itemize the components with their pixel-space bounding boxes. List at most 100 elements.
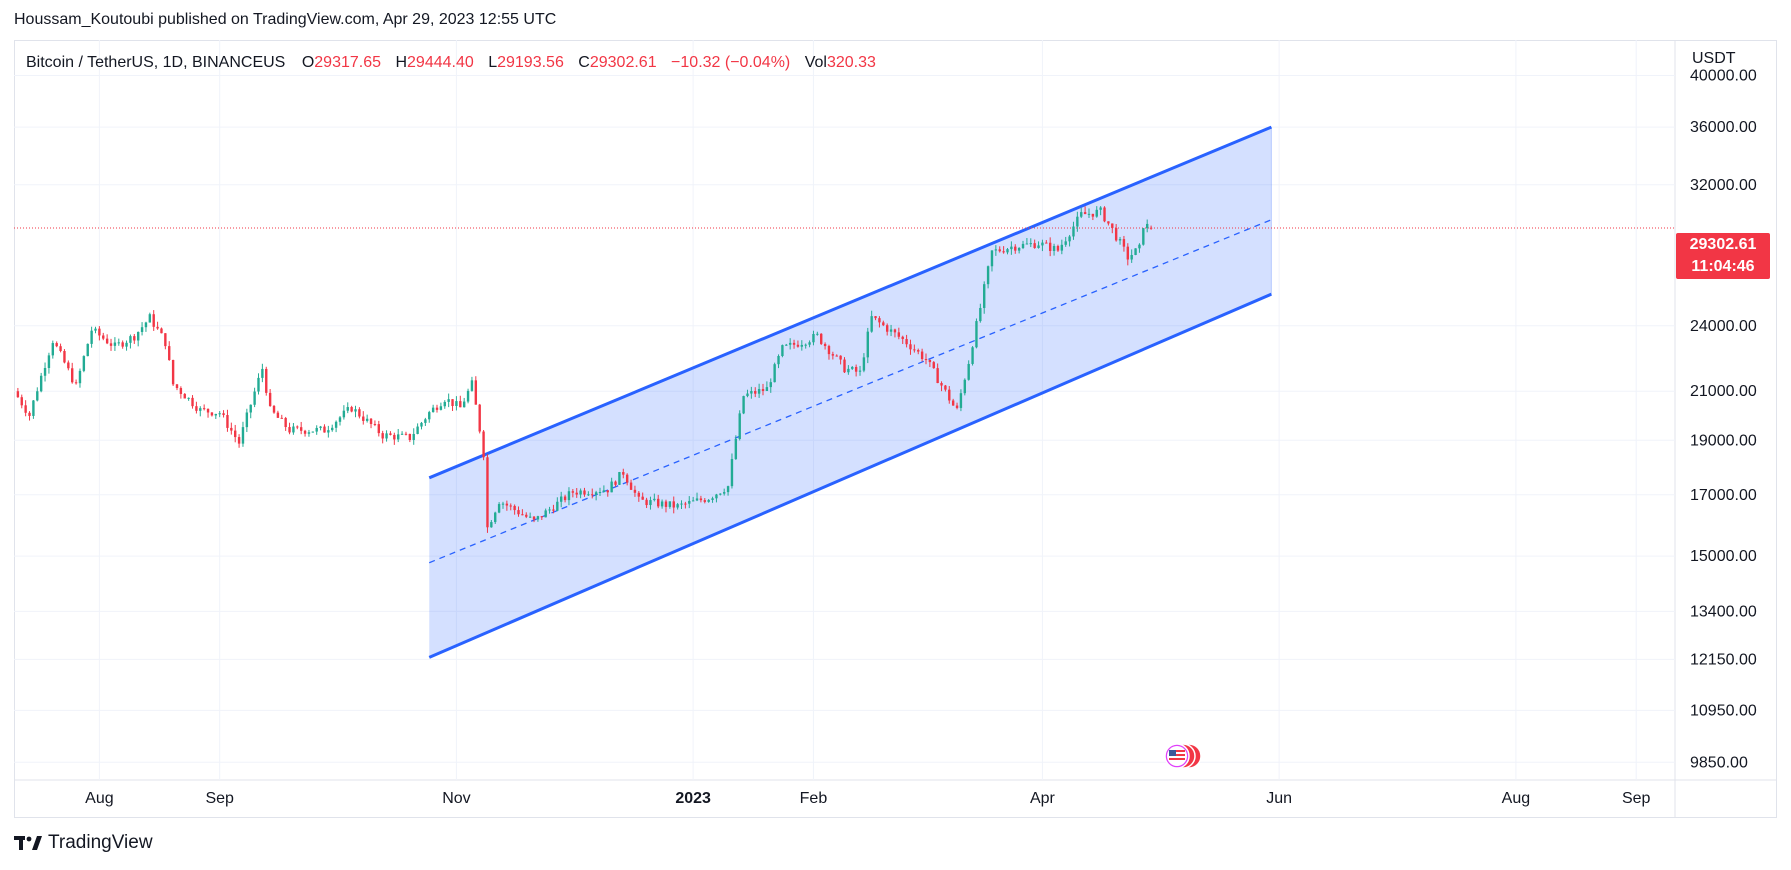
candle xyxy=(331,424,334,432)
candle xyxy=(754,387,757,398)
candle-body xyxy=(389,433,392,435)
candle xyxy=(459,395,462,408)
candle xyxy=(944,384,947,392)
candle-body xyxy=(373,423,377,425)
candle xyxy=(319,425,322,431)
candle-body xyxy=(202,408,206,410)
candle-body xyxy=(1029,243,1032,245)
candle xyxy=(920,348,924,362)
candle-body xyxy=(307,432,311,434)
candle xyxy=(924,353,928,365)
candle-body xyxy=(222,413,225,416)
candle-body xyxy=(1138,244,1141,249)
candle-body xyxy=(874,316,877,319)
candle xyxy=(1056,244,1060,252)
candle xyxy=(71,362,74,384)
candle-body xyxy=(51,343,55,356)
candle xyxy=(548,506,551,514)
candle-body xyxy=(230,427,233,431)
candle xyxy=(730,453,734,489)
candle-body xyxy=(311,431,315,433)
candle xyxy=(369,417,373,429)
candle xyxy=(144,321,148,332)
candle-body xyxy=(975,321,978,348)
candle xyxy=(649,496,652,510)
candle xyxy=(234,424,237,443)
candle-body xyxy=(622,472,625,475)
symbol-label[interactable]: Bitcoin / TetherUS, 1D, BINANCEUS xyxy=(26,54,286,71)
candle-body xyxy=(788,342,792,345)
candle xyxy=(1060,239,1064,255)
candle xyxy=(350,405,353,413)
candle-body xyxy=(249,404,252,413)
candle xyxy=(265,366,268,396)
candle-body xyxy=(967,363,970,380)
candle xyxy=(583,487,586,497)
candle-body xyxy=(851,366,854,369)
candle xyxy=(567,487,571,506)
candle xyxy=(257,373,260,395)
candle-body xyxy=(206,408,210,413)
candle-body xyxy=(179,388,183,394)
candle-body xyxy=(905,339,908,345)
candle-body xyxy=(241,427,245,444)
candle-body xyxy=(559,496,563,502)
candle-body xyxy=(191,397,194,407)
candle xyxy=(885,323,889,336)
candle-body xyxy=(990,250,994,267)
tradingview-logo[interactable]: TradingView xyxy=(14,832,153,854)
candle-body xyxy=(67,362,70,369)
candle xyxy=(959,389,963,412)
candle-body xyxy=(625,474,629,483)
candle-body xyxy=(598,492,602,494)
candle-body xyxy=(470,380,474,391)
candle-body xyxy=(47,355,51,368)
candle xyxy=(750,386,753,399)
candle-body xyxy=(757,389,761,394)
candle-body xyxy=(629,482,633,490)
candle-body xyxy=(614,481,617,485)
economic-events-icon[interactable] xyxy=(1155,741,1205,771)
candle-body xyxy=(889,329,893,332)
candle-body xyxy=(171,359,175,385)
candle xyxy=(851,365,854,370)
candle-body xyxy=(866,331,869,358)
parallel-channel xyxy=(428,125,1272,659)
candle xyxy=(241,421,245,447)
candle xyxy=(24,400,27,417)
candle xyxy=(424,417,427,426)
candle xyxy=(210,412,214,417)
candle xyxy=(963,378,967,396)
candle xyxy=(175,383,179,391)
candle-body xyxy=(102,335,105,339)
candle xyxy=(237,434,241,448)
candle xyxy=(552,504,555,514)
candle-body xyxy=(1006,249,1009,253)
candle-body xyxy=(525,514,528,517)
candle-body xyxy=(901,336,904,340)
time-tick-label: 2023 xyxy=(675,790,711,807)
candle xyxy=(1111,223,1114,234)
candle-body xyxy=(606,490,609,493)
candle-body xyxy=(63,350,66,363)
candle xyxy=(393,432,396,445)
currency-label[interactable]: USDT xyxy=(1692,50,1736,67)
time-tick-label: Apr xyxy=(1030,790,1056,807)
candle xyxy=(1138,243,1141,253)
candle-body xyxy=(1130,254,1133,260)
candle xyxy=(835,354,838,357)
candle xyxy=(680,500,683,509)
candle xyxy=(983,281,986,314)
candle-body xyxy=(28,412,31,416)
candle-body xyxy=(1021,243,1025,248)
candle xyxy=(245,408,249,433)
candle xyxy=(905,334,908,348)
candle xyxy=(358,407,361,419)
candle-body xyxy=(637,492,641,497)
price-tick-label: 15000.00 xyxy=(1690,548,1757,565)
candle xyxy=(1080,207,1083,219)
candle-body xyxy=(812,333,815,343)
candle-body xyxy=(210,412,214,416)
candle-body xyxy=(955,405,959,408)
